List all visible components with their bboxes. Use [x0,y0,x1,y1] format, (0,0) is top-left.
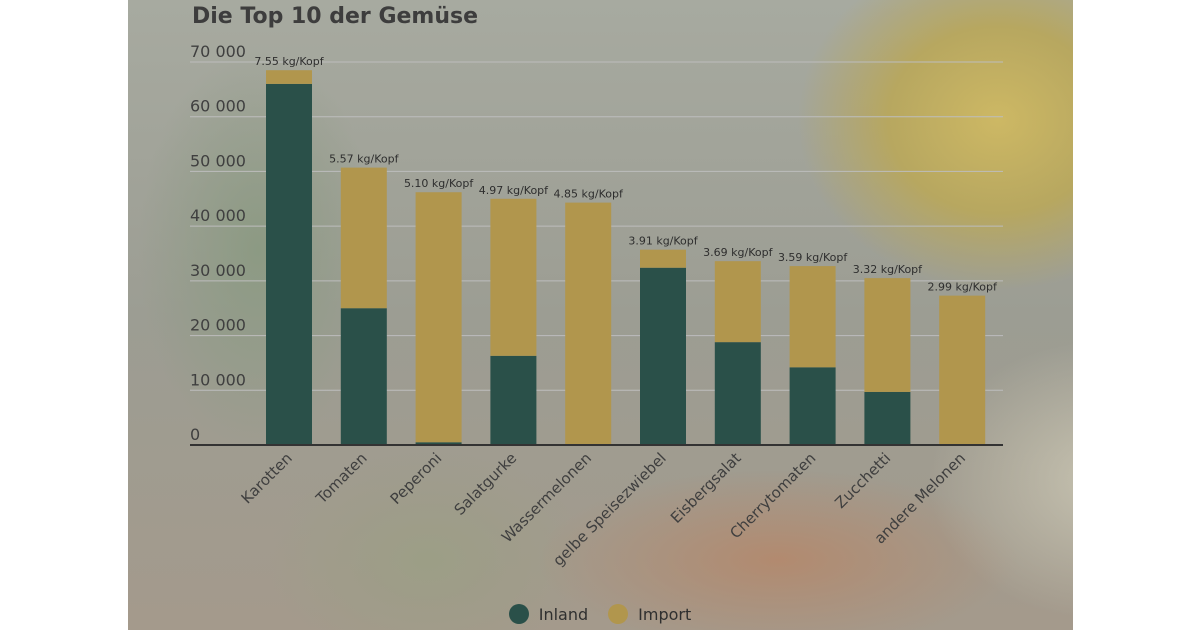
data-label: 3.69 kg/Kopf [703,246,773,259]
bars [266,70,986,445]
bar-segment-import [565,202,612,445]
y-tick-label: 70 000 [190,42,246,61]
bar-segment-inland [340,308,387,445]
x-tick-label: Tomaten [312,449,371,508]
legend-swatch-import [608,604,629,624]
data-labels: 7.55 kg/Kopf 5.57 kg/Kopf 5.10 kg/Kopf 4.97… [254,55,998,293]
legend: Inland Import [0,604,1200,624]
data-label: 5.57 kg/Kopf [329,153,399,166]
bar-segment-import [640,249,686,268]
bar-segment-import [939,295,986,445]
y-axis-ticks: 0 10 000 20 000 30 000 40 000 50 000 60 000 70 … [190,42,246,444]
bar-segment-inland [640,267,686,445]
x-tick-label: Salatgurke [451,449,521,519]
y-tick-label: 20 000 [190,316,246,335]
legend-item-inland: Inland [508,604,589,624]
bar-segment-inland [714,342,761,445]
bar-segment-inland [415,442,462,445]
x-tick-label: Eisbergsalat [667,449,745,527]
data-label: 4.85 kg/Kopf [554,188,624,201]
y-tick-label: 10 000 [190,370,246,389]
bar-segment-import [714,261,761,343]
bar-segment-import [789,266,836,368]
bar-segment-inland [490,355,537,445]
y-tick-label: 50 000 [190,151,246,170]
bar-segment-import [340,167,387,309]
legend-label-import: Import [638,604,692,624]
data-label: 7.55 kg/Kopf [254,55,324,68]
chart-title: Die Top 10 der Gemüse [192,4,479,29]
data-label: 3.59 kg/Kopf [778,251,848,264]
data-label: 5.10 kg/Kopf [404,177,474,190]
bar-segment-import [266,70,312,84]
y-tick-label: 60 000 [190,97,246,116]
legend-label-inland: Inland [538,604,589,624]
bar-segment-import [490,198,537,356]
bar-segment-inland [266,83,312,445]
bar-segment-import [415,192,462,443]
y-tick-label: 30 000 [190,261,246,280]
x-axis-ticks: Karotten Tomaten Peperoni SalatgurkeWasserm… [238,449,969,570]
legend-swatch-inland [508,604,529,624]
legend-item-import: Import [608,604,691,624]
data-label: 2.99 kg/Kopf [928,281,998,294]
bar-segment-inland [864,391,911,445]
data-label: 3.91 kg/Kopf [628,235,698,248]
y-tick-label: 0 [190,425,200,444]
x-tick-label: Karotten [238,449,296,507]
x-tick-label: Zucchetti [831,449,894,512]
bar-segment-inland [789,367,836,445]
data-label: 4.97 kg/Kopf [479,184,549,197]
bar-segment-import [864,278,911,392]
y-tick-label: 40 000 [190,206,246,225]
x-tick-label: Peperoni [387,449,446,508]
data-label: 3.32 kg/Kopf [853,263,923,276]
